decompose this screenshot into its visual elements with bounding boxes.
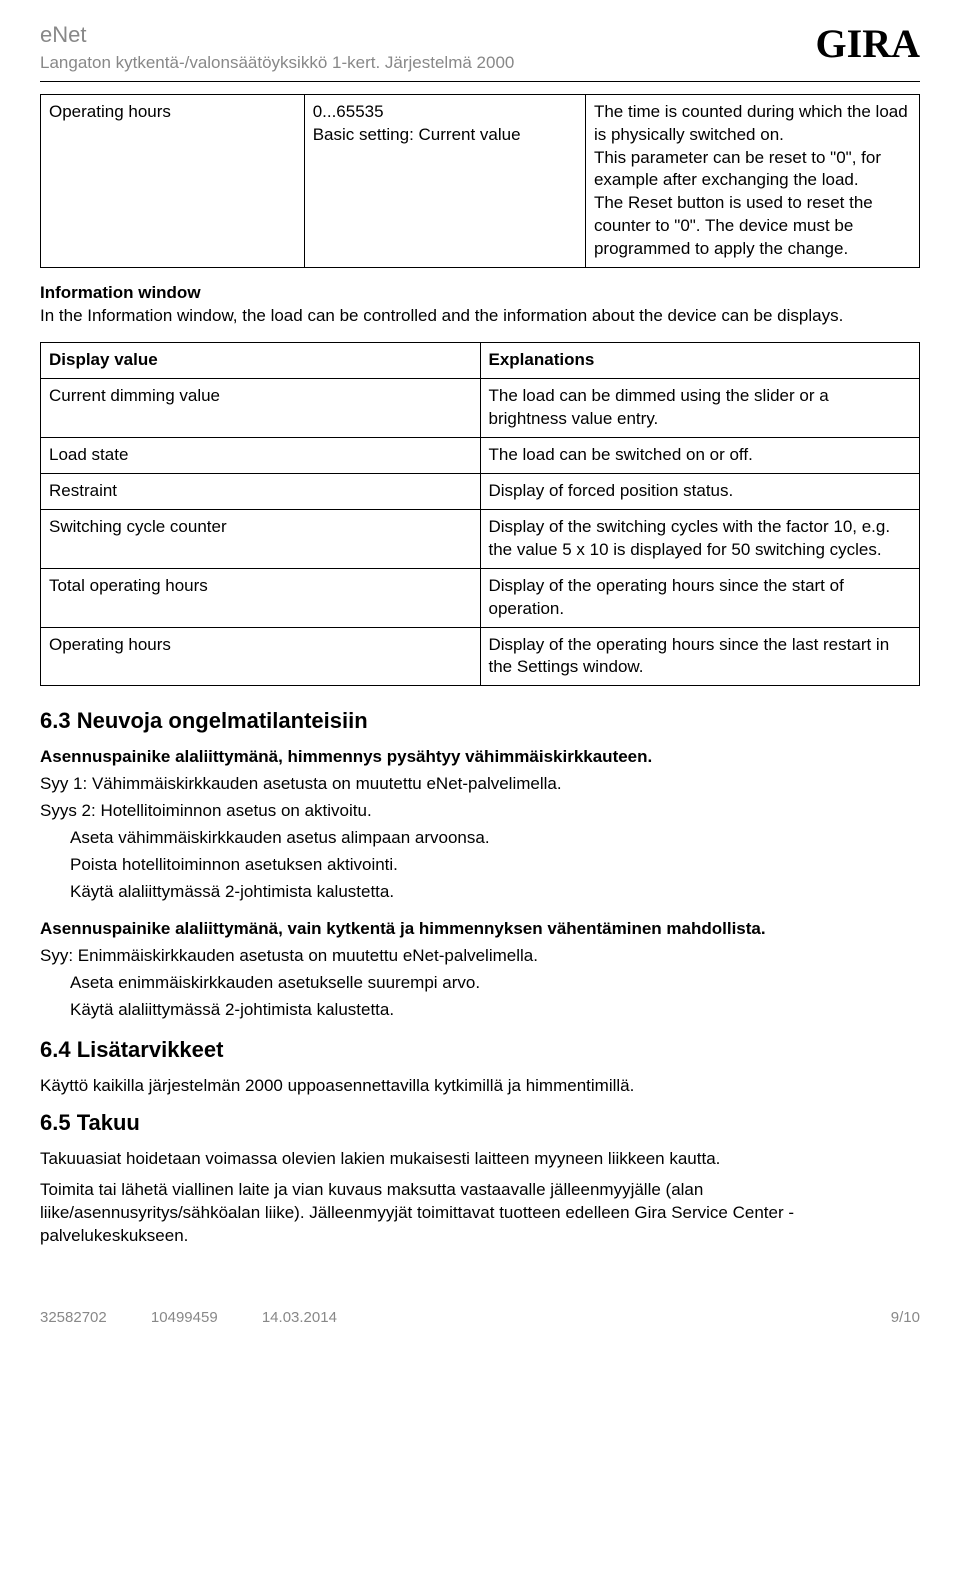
- section-6-3-heading: 6.3 Neuvoja ongelmatilanteisiin: [40, 706, 920, 736]
- section-6-4-heading: 6.4 Lisätarvikkeet: [40, 1035, 920, 1065]
- warranty-p2: Toimita tai lähetä viallinen laite ja vi…: [40, 1179, 920, 1248]
- display-expl: Display of the operating hours since the…: [480, 568, 920, 627]
- display-name: Total operating hours: [41, 568, 481, 627]
- col-header-expl: Explanations: [480, 343, 920, 379]
- problem-title: Asennuspainike alaliittymänä, himmennys …: [40, 746, 920, 769]
- cause: Syy: Enimmäiskirkkauden asetusta on muut…: [40, 945, 920, 968]
- display-name: Load state: [41, 437, 481, 473]
- col-header-display: Display value: [41, 343, 481, 379]
- header-left: eNet Langaton kytkentä-/valonsäätöyksikk…: [40, 20, 816, 75]
- table-row: Operating hours Display of the operating…: [41, 627, 920, 686]
- footer-page: 9/10: [891, 1308, 920, 1328]
- info-window-section: Information window In the Information wi…: [40, 282, 920, 328]
- table-row: Current dimming value The load can be di…: [41, 379, 920, 438]
- product-subtitle: Langaton kytkentä-/valonsäätöyksikkö 1-k…: [40, 52, 816, 75]
- footer-date: 14.03.2014: [262, 1309, 337, 1326]
- table-row: Operating hours 0...65535 Basic setting:…: [41, 94, 920, 268]
- remedy: Käytä alaliittymässä 2-johtimista kalust…: [40, 999, 920, 1022]
- operating-hours-table: Operating hours 0...65535 Basic setting:…: [40, 94, 920, 269]
- footer-left: 32582702 10499459 14.03.2014: [40, 1308, 377, 1328]
- display-name: Current dimming value: [41, 379, 481, 438]
- display-expl: The load can be dimmed using the slider …: [480, 379, 920, 438]
- section-6-5-heading: 6.5 Takuu: [40, 1108, 920, 1138]
- display-expl: Display of forced position status.: [480, 473, 920, 509]
- table-row: Load state The load can be switched on o…: [41, 437, 920, 473]
- cause-1: Syy 1: Vähimmäiskirkkauden asetusta on m…: [40, 773, 920, 796]
- remedy: Käytä alaliittymässä 2-johtimista kalust…: [40, 881, 920, 904]
- display-name: Switching cycle counter: [41, 509, 481, 568]
- display-expl: Display of the operating hours since the…: [480, 627, 920, 686]
- remedy: Poista hotellitoiminnon asetuksen aktivo…: [40, 854, 920, 877]
- troubleshoot-block-1: Asennuspainike alaliittymänä, himmennys …: [40, 746, 920, 904]
- product-line: eNet: [40, 20, 816, 50]
- param-range: 0...65535 Basic setting: Current value: [304, 94, 585, 268]
- troubleshoot-block-2: Asennuspainike alaliittymänä, vain kytke…: [40, 918, 920, 1022]
- display-expl: Display of the switching cycles with the…: [480, 509, 920, 568]
- param-name: Operating hours: [41, 94, 305, 268]
- cause-2: Syys 2: Hotellitoiminnon asetus on aktiv…: [40, 800, 920, 823]
- table-row: Switching cycle counter Display of the s…: [41, 509, 920, 568]
- footer-code-2: 10499459: [151, 1309, 218, 1326]
- display-name: Restraint: [41, 473, 481, 509]
- info-window-heading: Information window: [40, 283, 201, 302]
- table-row: Total operating hours Display of the ope…: [41, 568, 920, 627]
- footer-code-1: 32582702: [40, 1309, 107, 1326]
- warranty-p1: Takuuasiat hoidetaan voimassa olevien la…: [40, 1148, 920, 1171]
- display-value-table: Display value Explanations Current dimmi…: [40, 342, 920, 686]
- table-header-row: Display value Explanations: [41, 343, 920, 379]
- accessories-text: Käyttö kaikilla järjestelmän 2000 uppoas…: [40, 1075, 920, 1098]
- problem-title: Asennuspainike alaliittymänä, vain kytke…: [40, 918, 920, 941]
- info-window-text: In the Information window, the load can …: [40, 306, 843, 325]
- display-name: Operating hours: [41, 627, 481, 686]
- page-header: eNet Langaton kytkentä-/valonsäätöyksikk…: [40, 20, 920, 82]
- display-expl: The load can be switched on or off.: [480, 437, 920, 473]
- brand-logo: GIRA: [816, 20, 920, 64]
- remedy: Aseta vähimmäiskirkkauden asetus alimpaa…: [40, 827, 920, 850]
- table-row: Restraint Display of forced position sta…: [41, 473, 920, 509]
- page-footer: 32582702 10499459 14.03.2014 9/10: [40, 1308, 920, 1328]
- param-desc: The time is counted during which the loa…: [585, 94, 919, 268]
- remedy: Aseta enimmäiskirkkauden asetukselle suu…: [40, 972, 920, 995]
